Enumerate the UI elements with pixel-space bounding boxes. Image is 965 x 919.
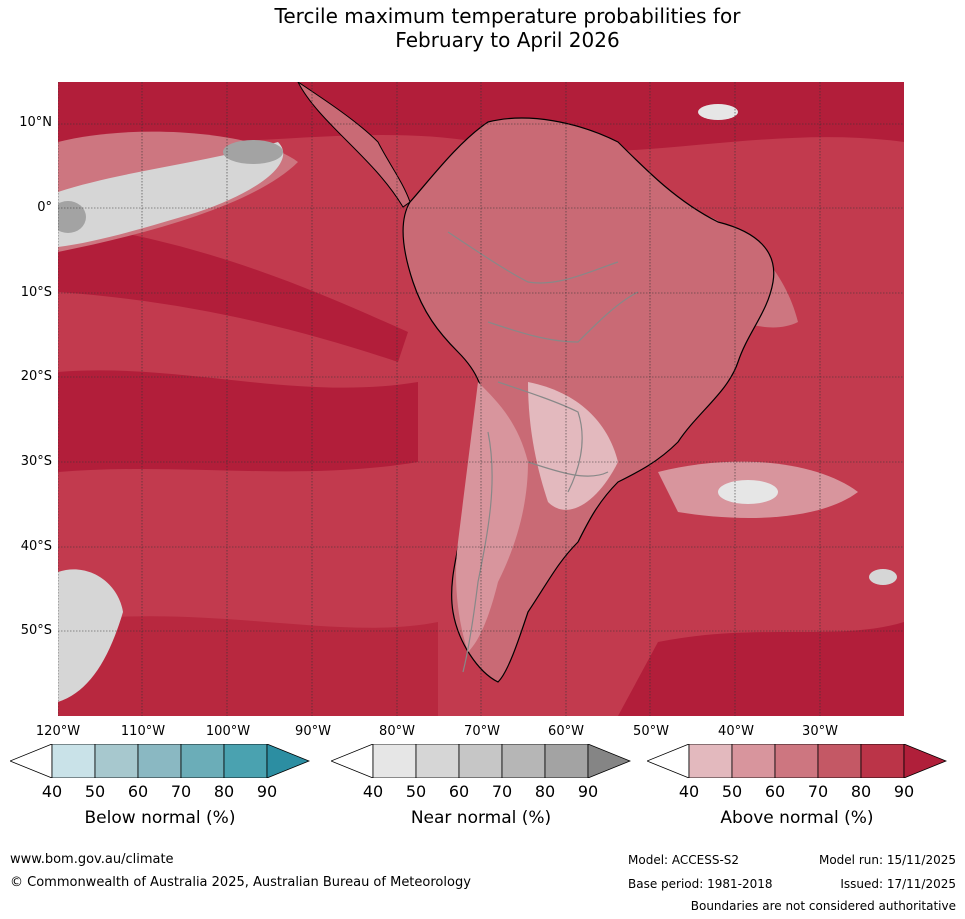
dark-band-north [58, 82, 904, 152]
andes-light-region [456, 382, 528, 652]
lat-label-10s: 10°S [20, 285, 52, 300]
title-line-1: Tercile maximum temperature probabilitie… [274, 4, 741, 28]
cb-below-segment-3 [137, 744, 182, 778]
cb-below-tick-70: 70 [170, 782, 192, 801]
cb-above-segment-6 [903, 744, 947, 778]
footer-issued: Issued: 17/11/2025 [840, 877, 956, 891]
lon-label-50w: 50°W [633, 724, 669, 739]
lon-label-80w: 80°W [379, 724, 415, 739]
footer-base-period: Base period: 1981-2018 [628, 877, 773, 891]
cb-above-tick-50: 50 [721, 782, 743, 801]
colorbar-near-normal [331, 744, 631, 778]
lon-label-30w: 30°W [802, 724, 838, 739]
cb-below-segment-4 [180, 744, 225, 778]
cb-below-tick-40: 40 [41, 782, 63, 801]
cb-near-segment-3 [458, 744, 503, 778]
cb-below-tick-50: 50 [84, 782, 106, 801]
cb-below-segment-2 [94, 744, 139, 778]
country-boundaries [447, 231, 639, 673]
near-normal-patch-pacific [58, 142, 284, 247]
near-normal-patch-east [869, 569, 897, 585]
cb-near-segment-0 [331, 744, 374, 778]
lon-label-100w: 100°W [205, 724, 251, 739]
lat-label-50s: 50°S [20, 623, 52, 638]
cb-near-tick-70: 70 [491, 782, 513, 801]
colorbar-label-below: Below normal (%) [84, 808, 236, 828]
colorbar-below-normal [10, 744, 310, 778]
cb-near-segment-5 [544, 744, 589, 778]
cb-below-segment-6 [266, 744, 310, 778]
footer-disclaimer: Boundaries are not considered authoritat… [690, 899, 956, 913]
cb-above-tick-60: 60 [764, 782, 786, 801]
footer-model-run: Model run: 15/11/2025 [818, 853, 956, 867]
cb-near-tick-60: 60 [448, 782, 470, 801]
cb-near-segment-1 [372, 744, 417, 778]
lat-label-30s: 30°S [20, 454, 52, 469]
cb-near-segment-6 [587, 744, 631, 778]
cb-above-segment-3 [774, 744, 819, 778]
dark-band-west [58, 370, 418, 472]
cb-above-tick-40: 40 [678, 782, 700, 801]
lat-label-0: 0° [37, 200, 52, 215]
cb-near-tick-50: 50 [405, 782, 427, 801]
cb-above-segment-5 [860, 744, 905, 778]
lon-label-40w: 40°W [718, 724, 754, 739]
cb-above-segment-2 [731, 744, 776, 778]
cb-above-tick-70: 70 [807, 782, 829, 801]
graticule [58, 82, 904, 716]
near-normal-patch-north [698, 104, 738, 120]
cb-near-tick-90: 90 [577, 782, 599, 801]
cb-near-segment-2 [415, 744, 460, 778]
cb-near-segment-4 [501, 744, 546, 778]
lon-label-60w: 60°W [548, 724, 584, 739]
near-normal-patch-south-atlantic [718, 480, 778, 504]
lon-label-90w: 90°W [295, 724, 331, 739]
cb-above-segment-1 [688, 744, 733, 778]
near-normal-dark-patch [223, 140, 283, 164]
cb-above-segment-0 [647, 744, 690, 778]
lon-label-70w: 70°W [464, 724, 500, 739]
cb-above-tick-90: 90 [893, 782, 915, 801]
cb-below-tick-60: 60 [127, 782, 149, 801]
footer-website: www.bom.gov.au/climate [10, 852, 174, 867]
cb-below-segment-0 [10, 744, 53, 778]
lat-label-20s: 20°S [20, 369, 52, 384]
cb-below-tick-90: 90 [256, 782, 278, 801]
lon-label-110w: 110°W [120, 724, 166, 739]
colorbar-above-normal [647, 744, 947, 778]
colorbar-label-near: Near normal (%) [410, 808, 552, 828]
lon-label-120w: 120°W [35, 724, 81, 739]
lat-label-10n: 10°N [19, 115, 52, 130]
probability-map [58, 82, 904, 716]
colorbar-label-above: Above normal (%) [720, 808, 874, 828]
near-normal-dark-patch-west [58, 201, 86, 233]
lat-label-40s: 40°S [20, 539, 52, 554]
cb-above-segment-4 [817, 744, 862, 778]
cb-below-segment-5 [223, 744, 268, 778]
footer-model: Model: ACCESS-S2 [628, 853, 740, 867]
dark-band-south-pacific [58, 616, 438, 716]
cb-near-tick-40: 40 [362, 782, 384, 801]
cb-below-segment-1 [51, 744, 96, 778]
map-title: Tercile maximum temperature probabilitie… [0, 4, 965, 52]
dark-band-south-atlantic [618, 622, 904, 716]
cb-above-tick-80: 80 [850, 782, 872, 801]
chaco-light-region [528, 382, 618, 510]
central-america-outline [297, 82, 411, 208]
title-line-2: February to April 2026 [395, 28, 620, 52]
dark-band-equator [58, 222, 408, 362]
cb-near-tick-80: 80 [534, 782, 556, 801]
cb-below-tick-80: 80 [213, 782, 235, 801]
footer-copyright: © Commonwealth of Australia 2025, Austra… [10, 875, 471, 890]
near-normal-patch-southwest [58, 569, 123, 702]
